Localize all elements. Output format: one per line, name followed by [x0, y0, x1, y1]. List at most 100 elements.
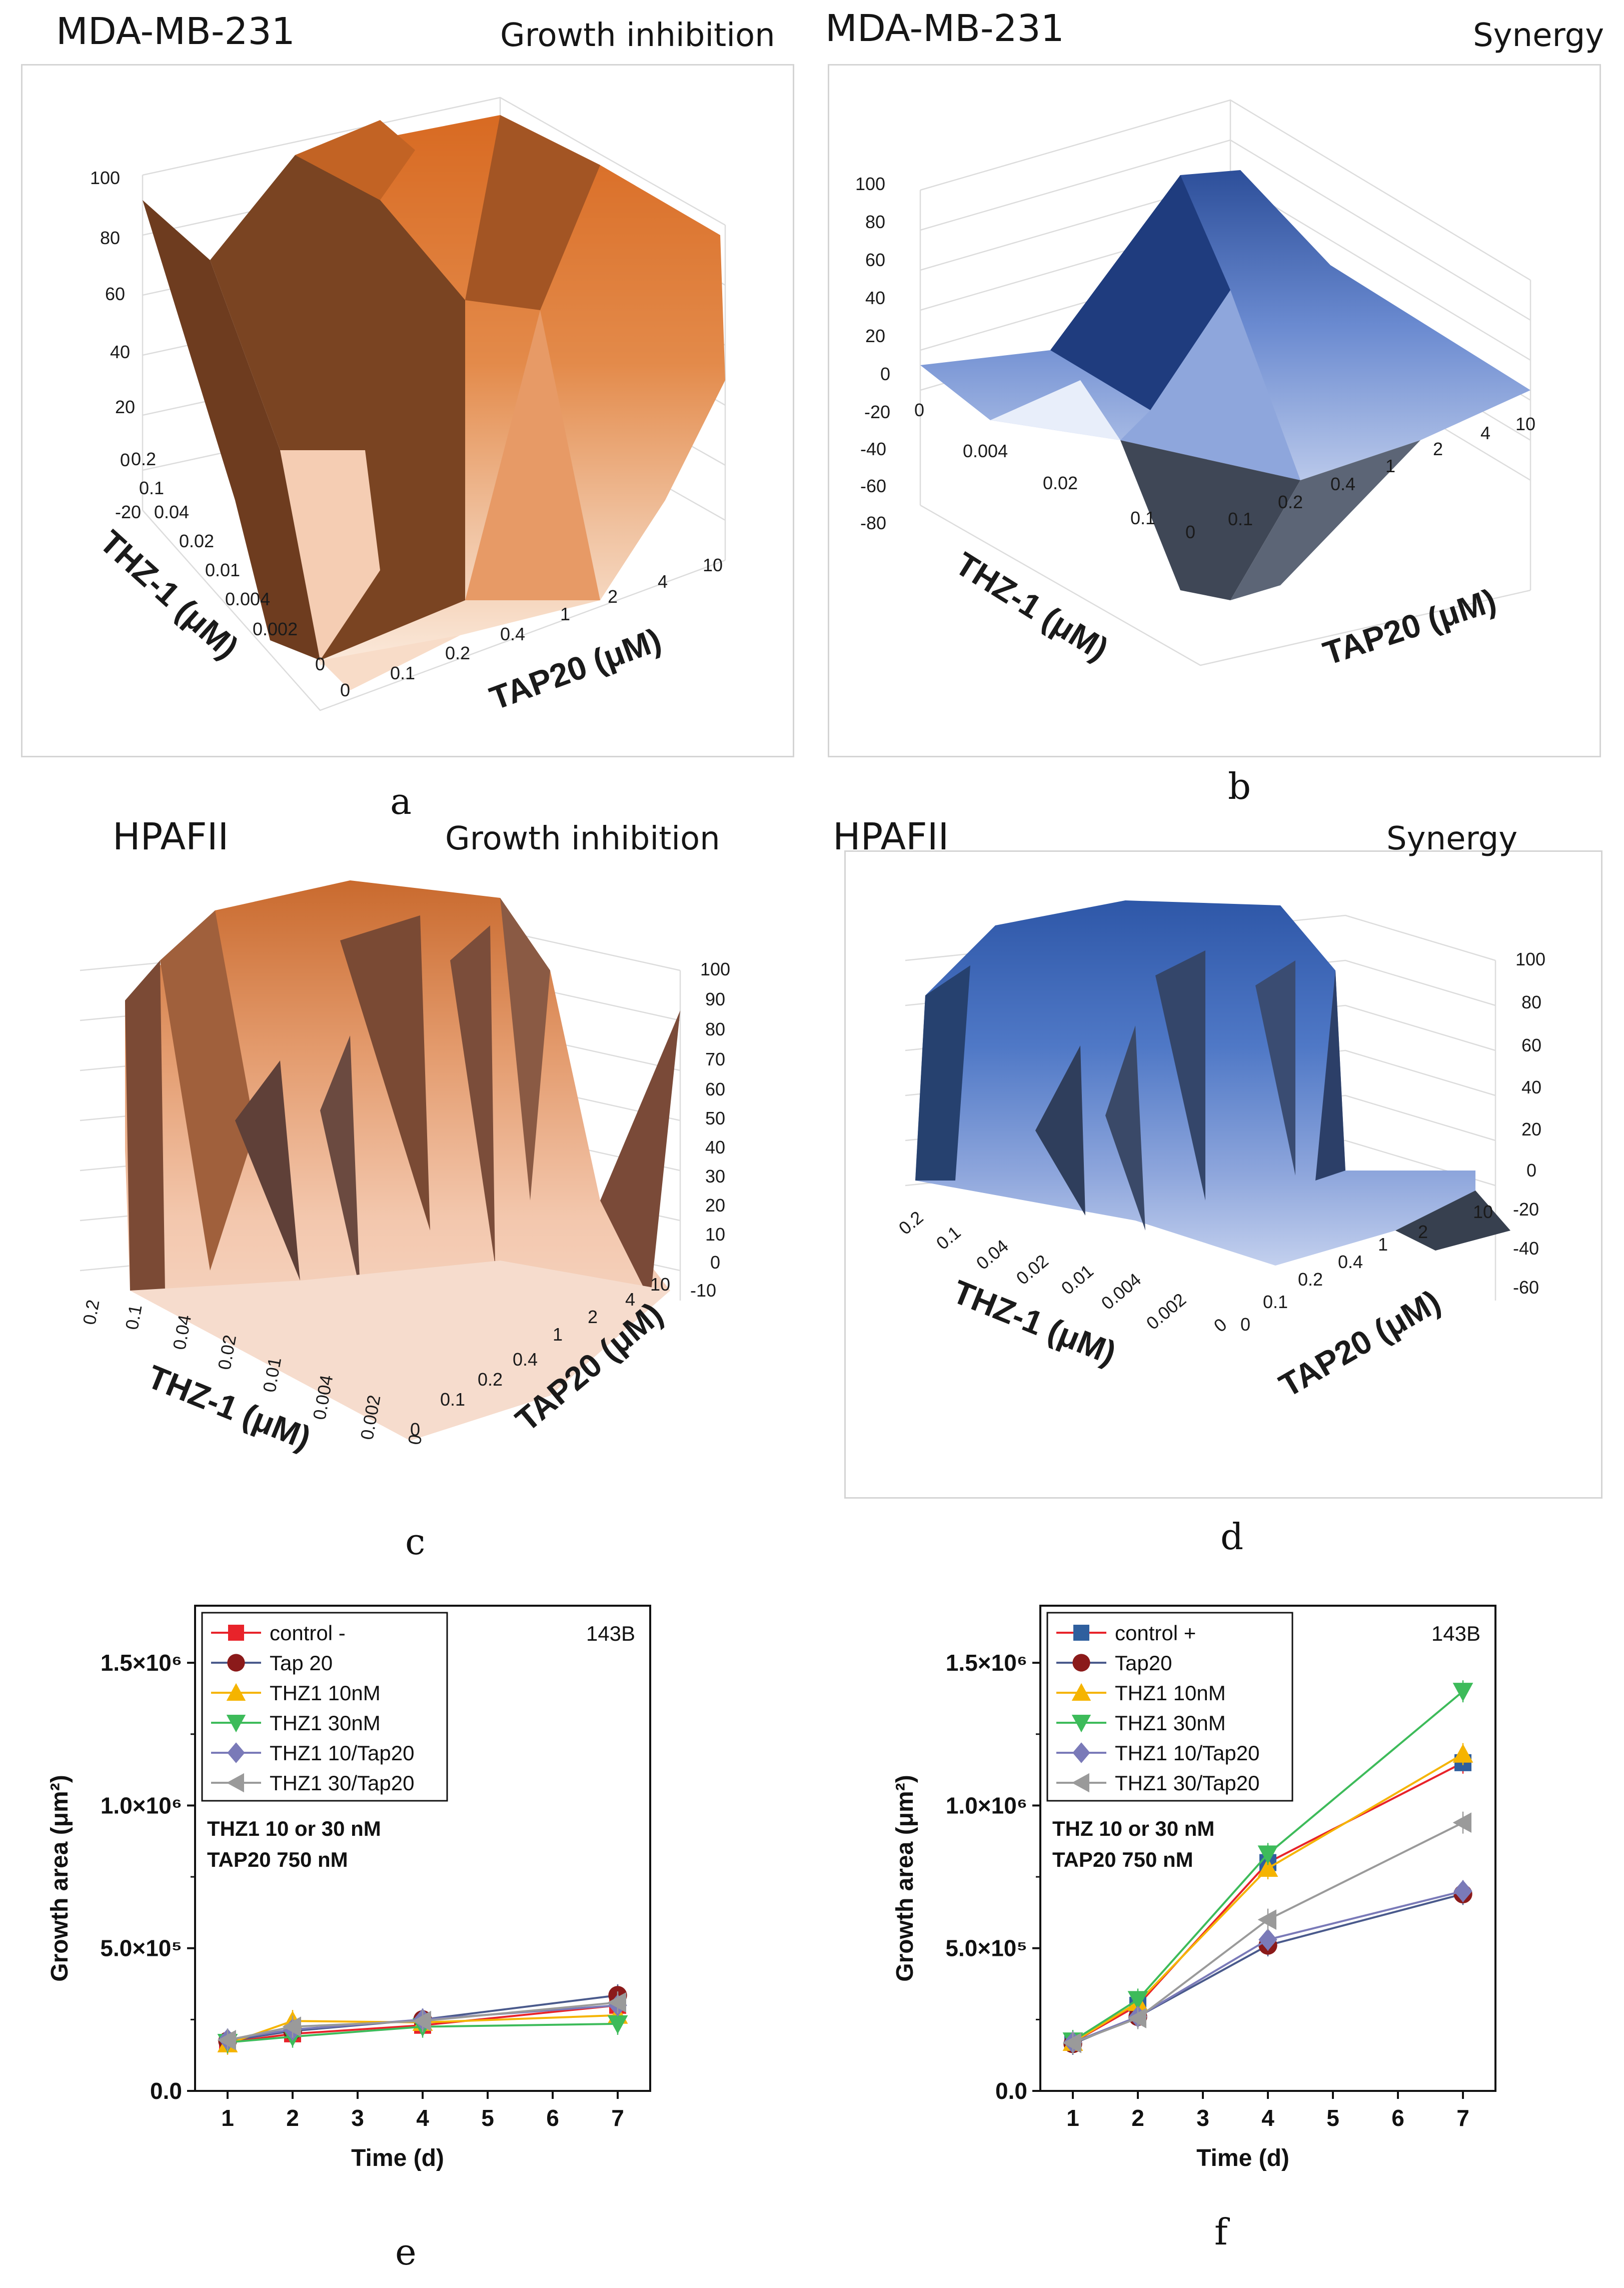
legend-label: THZ1 30/Tap20	[270, 1771, 415, 1795]
data-point	[1452, 1812, 1471, 1833]
svg-text:0.02: 0.02	[1043, 473, 1078, 493]
legend-marker	[226, 1773, 244, 1793]
legend-label: THZ1 10/Tap20	[1115, 1741, 1260, 1765]
x-tick-label: 3	[1196, 2105, 1209, 2131]
x-tick-label: 2	[286, 2105, 299, 2131]
legend-label: Tap 20	[270, 1651, 333, 1675]
svg-text:1: 1	[1378, 1234, 1388, 1255]
panel-b-surface-plot: 100 80 60 40 20 0 -20 -40 -60 -80 0 0.00…	[855, 99, 1535, 672]
panel-c-letter: c	[405, 1521, 426, 1563]
svg-text:-60: -60	[1513, 1277, 1539, 1298]
svg-text:1: 1	[553, 1324, 563, 1345]
svg-text:2: 2	[608, 586, 618, 607]
svg-text:0.2: 0.2	[895, 1207, 927, 1239]
series-line	[1072, 1753, 1464, 2043]
condition-note: TAP20 750 nM	[207, 1848, 348, 1871]
legend-marker	[226, 1683, 246, 1701]
svg-text:4: 4	[625, 1289, 635, 1310]
legend-marker	[1071, 1683, 1091, 1701]
legend-marker	[1073, 1625, 1089, 1641]
legend-marker	[228, 1625, 244, 1641]
legend-label: THZ1 10/Tap20	[270, 1741, 415, 1765]
svg-text:40: 40	[705, 1137, 725, 1158]
svg-text:0.004: 0.004	[225, 589, 270, 609]
series-line	[227, 2022, 618, 2043]
x-tick-label: 5	[481, 2105, 494, 2131]
y-tick-label: 1.5×10⁶	[946, 1650, 1027, 1676]
svg-text:60: 60	[865, 250, 885, 270]
svg-text:1: 1	[560, 604, 570, 624]
svg-text:0.04: 0.04	[169, 1313, 196, 1351]
svg-text:80: 80	[705, 1019, 725, 1039]
data-point	[1062, 2032, 1081, 2053]
legend-marker	[227, 1742, 245, 1763]
legend-label: THZ1 30/Tap20	[1115, 1771, 1260, 1795]
panel-a-thz-ticks: 0.2 0.1 0.04 0.02 0.01 0.004 0.002 0	[131, 449, 325, 674]
panel-b-cell-title: MDA-MB-231	[825, 7, 1064, 50]
condition-note: TAP20 750 nM	[1052, 1848, 1193, 1871]
svg-text:-60: -60	[860, 476, 886, 496]
svg-text:40: 40	[110, 342, 130, 362]
svg-text:0: 0	[120, 450, 130, 470]
x-tick-label: 2	[1131, 2105, 1144, 2131]
svg-text:0.2: 0.2	[478, 1369, 503, 1390]
x-tick-label: 7	[611, 2105, 624, 2131]
y-axis-label: Growth area (μm²)	[47, 1775, 73, 1981]
y-tick-label: 5.0×10⁵	[945, 1935, 1027, 1961]
svg-text:0.2: 0.2	[131, 449, 156, 469]
svg-text:100: 100	[1515, 949, 1545, 969]
svg-text:40: 40	[1521, 1077, 1541, 1097]
svg-text:-20: -20	[864, 402, 890, 422]
svg-text:0.4: 0.4	[500, 624, 525, 644]
panel-d-plot-title: Synergy	[1386, 820, 1518, 857]
panel-a-letter: a	[390, 780, 412, 822]
svg-text:0: 0	[880, 364, 890, 384]
svg-text:0: 0	[1526, 1160, 1536, 1181]
series-line	[1072, 1690, 1464, 2042]
x-tick-label: 7	[1456, 2105, 1469, 2131]
svg-text:0.002: 0.002	[1142, 1289, 1190, 1334]
x-tick-label: 1	[1066, 2105, 1079, 2131]
svg-text:0.04: 0.04	[154, 502, 189, 522]
legend-label: THZ1 30nM	[270, 1711, 381, 1735]
svg-text:0.02: 0.02	[1012, 1251, 1052, 1289]
data-point	[607, 1992, 626, 2013]
svg-text:-20: -20	[1513, 1199, 1539, 1220]
svg-text:2: 2	[1433, 439, 1443, 459]
y-tick-label: 1.0×10⁶	[101, 1792, 182, 1818]
x-tick-label: 5	[1326, 2105, 1339, 2131]
panel-c-tap-ticks: 0 0.1 0.2 0.4 1 2 4 10	[410, 1274, 670, 1440]
svg-text:0.004: 0.004	[963, 441, 1008, 461]
panel-b-ylabel: TAP20 (μM)	[1318, 581, 1500, 672]
series-line	[227, 2001, 618, 2041]
data-point	[1257, 1858, 1278, 1877]
svg-text:1: 1	[1385, 456, 1395, 476]
svg-text:0: 0	[1185, 522, 1195, 542]
y-axis-label: Growth area (μm²)	[892, 1775, 918, 1981]
svg-text:0.02: 0.02	[179, 531, 214, 551]
svg-text:20: 20	[865, 326, 885, 346]
x-tick-label: 4	[1261, 2105, 1274, 2131]
svg-text:0.1: 0.1	[1263, 1292, 1288, 1312]
panel-a-tap-ticks: 0 0.1 0.2 0.4 1 2 4 10	[340, 555, 723, 700]
svg-text:0.2: 0.2	[79, 1298, 104, 1326]
svg-text:0.04: 0.04	[972, 1236, 1012, 1274]
legend-marker	[1071, 1715, 1091, 1733]
x-tick-label: 3	[351, 2105, 364, 2131]
data-point	[1452, 1744, 1473, 1763]
x-axis-label: Time (d)	[1196, 2145, 1289, 2171]
data-point	[607, 2015, 628, 2034]
svg-text:60: 60	[105, 284, 125, 304]
x-axis-label: Time (d)	[351, 2145, 444, 2171]
svg-text:20: 20	[115, 397, 135, 417]
svg-text:0: 0	[315, 654, 325, 674]
y-tick-label: 1.5×10⁶	[101, 1650, 182, 1676]
svg-text:4: 4	[1480, 423, 1490, 443]
svg-text:0: 0	[710, 1252, 720, 1273]
panel-b-surface	[920, 170, 1530, 600]
svg-text:100: 100	[855, 174, 885, 194]
svg-text:0.1: 0.1	[440, 1389, 465, 1410]
svg-text:0.2: 0.2	[1298, 1269, 1323, 1290]
panel-b-plot-title: Synergy	[1473, 17, 1604, 54]
panel-e-line-chart: 0.0 5.0×10⁵ 1.0×10⁶ 1.5×10⁶ 1 2 3 4 5 6 7 Time (d) G…	[47, 1605, 651, 2171]
